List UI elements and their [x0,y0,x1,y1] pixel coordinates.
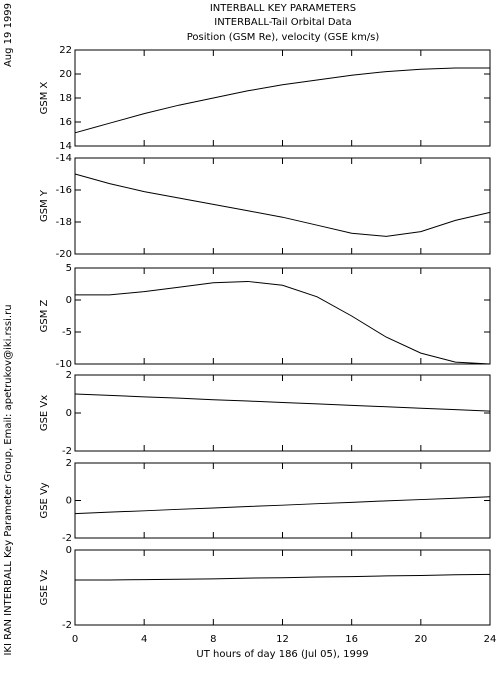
y-tick-label: -2 [62,533,72,544]
y-tick-label: -18 [56,217,72,228]
y-tick-label: -2 [62,620,72,631]
line-series [75,573,491,581]
x-tick-label: 16 [345,634,358,645]
x-tick-label: 20 [414,634,427,645]
date: Aug 19 1999 [3,3,14,67]
y-tick-label: 0 [66,545,72,556]
y-axis-label: GSM Y [39,189,50,222]
line-series [75,280,491,365]
y-axis-label: GSE Vx [39,395,50,431]
chart-subtitle: INTERBALL-Tail Orbital Data [214,17,351,28]
y-tick-label: 0 [66,408,72,419]
line-series [74,393,491,412]
y-tick-label: -5 [62,327,72,338]
y-tick-label: -2 [62,446,72,457]
credit: IKI RAN INTERBALL Key Parameter Group, E… [3,304,14,655]
y-tick-label: 18 [59,93,72,104]
y-tick-label: -16 [56,185,72,196]
x-tick-label: 24 [484,634,497,645]
y-axis-label: GSM X [39,81,50,114]
y-axis-label: GSE Vy [39,482,50,518]
y-axis-label: GSE Vz [39,570,50,606]
x-tick-label: 12 [276,634,289,645]
x-tick-label: 4 [141,634,147,645]
y-tick-label: 2 [66,458,72,469]
y-tick-label: -14 [56,153,72,164]
line-series [74,173,491,237]
chart-title: INTERBALL KEY PARAMETERS [210,3,356,14]
y-tick-label: -20 [56,249,72,260]
x-tick-label: 8 [210,634,216,645]
y-tick-label: 0 [66,295,72,306]
x-axis-label: UT hours of day 186 (Jul 05), 1999 [196,649,368,660]
y-tick-label: 20 [59,69,72,80]
y-tick-label: 5 [66,263,72,274]
y-tick-label: -10 [56,359,72,370]
x-tick-label: 0 [72,634,78,645]
y-tick-label: 0 [66,496,72,507]
line-series [74,496,491,515]
y-tick-label: 22 [59,45,72,56]
y-axis-label: GSM Z [39,299,50,332]
chart-subtitle: Position (GSM Re), velocity (GSE km/s) [187,32,380,43]
y-tick-label: 16 [59,117,72,128]
y-tick-label: 14 [59,141,72,152]
line-series [74,67,490,134]
y-tick-label: 2 [66,370,72,381]
